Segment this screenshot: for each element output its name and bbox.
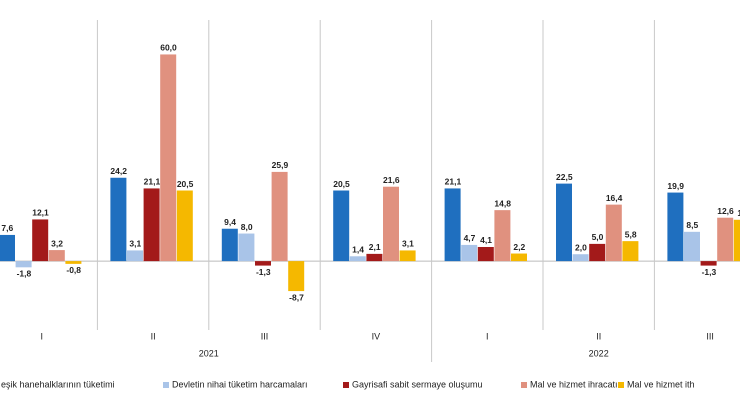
bar [221,228,238,262]
value-label: 2,1 [369,242,381,252]
value-label: 8,5 [686,220,698,230]
bar [477,246,494,262]
value-label: 3,1 [129,239,141,249]
x-tick-label: IV [372,331,381,341]
value-label: 22,5 [556,172,573,182]
bar [48,250,65,262]
value-label: 60,0 [160,43,177,53]
value-label: 7,6 [1,223,13,233]
bar [667,192,684,262]
legend-label: Gayrisafi sabit sermaye oluşumu [352,379,483,389]
bar [556,183,572,262]
value-label: -1,3 [702,267,717,277]
bar [288,261,305,292]
legend-swatch [521,382,527,388]
value-label: 3,2 [51,238,63,248]
value-label: 4,7 [464,233,476,243]
year-label: 2022 [589,348,609,358]
bar [255,261,271,266]
value-label: 20,5 [177,179,194,189]
bar [32,219,49,262]
legend-label: Mal ve hizmet ith [627,379,695,389]
value-label: 8,0 [241,222,253,232]
legend-label: Mal ve hizmet ihracatı [530,379,618,389]
bar [0,234,15,262]
value-label: 2,0 [575,242,587,252]
bar [333,190,350,262]
value-label: 21,1 [144,177,161,187]
bar [127,250,143,262]
value-label: 2,2 [513,242,525,252]
bar [271,171,288,262]
value-label: 21,1 [445,177,462,187]
bar [399,250,416,262]
year-label: 2021 [199,348,219,358]
x-tick-label: II [596,331,601,341]
bar [143,188,160,262]
bar [605,204,622,262]
bar [717,217,734,262]
bar [349,256,366,262]
legend-swatch [618,382,624,388]
value-label: 24,2 [110,166,127,176]
value-label: 12,1 [32,208,49,218]
bar [733,219,740,262]
x-tick-label: III [706,331,714,341]
value-label: -8,7 [289,292,304,302]
value-label: 14,8 [494,198,511,208]
value-label: -1,3 [256,267,271,277]
value-label: 9,4 [224,217,236,227]
bar [572,254,589,262]
bar [444,188,461,262]
bar [684,231,700,262]
value-label: 5,0 [592,232,604,242]
legend-label: Devletin nihai tüketim harcamaları [172,379,308,389]
bar [110,177,127,262]
value-label: 20,5 [333,179,350,189]
bar [589,243,606,262]
bar [176,190,193,262]
value-label: 21,6 [383,175,400,185]
value-label: 25,9 [272,160,289,170]
value-label: -1,8 [17,269,32,279]
x-tick-label: II [151,331,156,341]
bar [15,261,32,268]
bar [65,261,82,264]
value-label: 1,4 [352,245,364,255]
value-label: 5,8 [625,229,637,239]
bar [622,241,639,262]
x-tick-label: III [261,331,269,341]
value-label: 4,1 [480,235,492,245]
legend-swatch [343,382,349,388]
bar [160,54,177,262]
bar [366,253,383,262]
legend-label: eşik hanehalklarının tüketimi [1,379,115,389]
bar [383,186,399,262]
value-label: 19,9 [667,181,684,191]
value-label: 16,4 [606,193,623,203]
bar [700,261,717,266]
bar [461,244,478,262]
value-label: 3,1 [402,239,414,249]
value-label: 12,6 [717,206,734,216]
value-label: -0,8 [66,265,81,275]
bar [511,253,527,262]
x-tick-label: I [40,331,43,341]
legend-swatch [163,382,169,388]
bar [238,233,255,262]
bar [494,210,511,262]
x-tick-label: I [486,331,489,341]
value-label: 12 [737,208,740,218]
